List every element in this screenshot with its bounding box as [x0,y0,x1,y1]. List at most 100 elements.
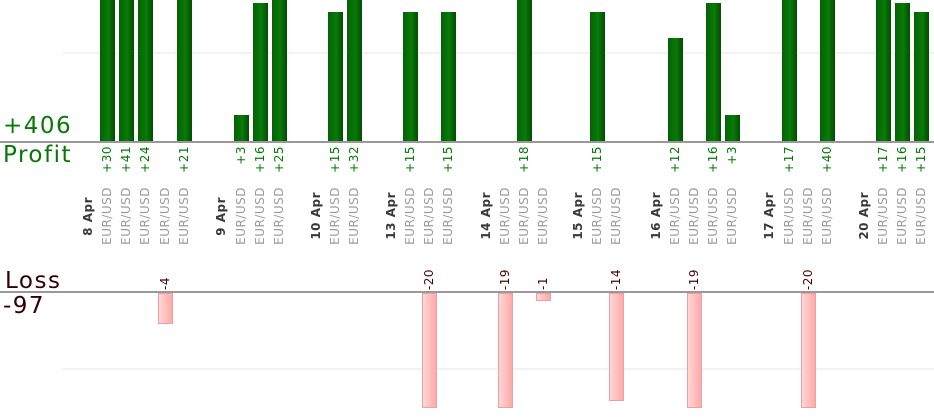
profit-value-label: +15 [403,146,417,173]
profit-value-slot: +3 [234,146,249,165]
symbol-label-slot: EUR/USD [401,185,420,247]
symbol-label-slot: EUR/USD [117,185,136,247]
profit-total: +406 [3,113,73,139]
date-label-slot: 15 Apr [569,185,588,247]
symbol-label-slot: EUR/USD [420,185,439,247]
loss-value-slot: -20 [422,269,437,290]
date-label: 13 Apr [383,192,398,240]
profit-axis-label: Profit [3,142,72,168]
profit-value-label: +12 [667,146,682,173]
loss-value-slot: -4 [158,277,173,290]
loss-bar [536,293,552,301]
loss-bar [498,293,513,408]
date-label-slot: 14 Apr [477,185,496,247]
profit-bar [100,0,115,141]
symbol-label-slot: EUR/USD [799,185,818,247]
profit-value-label: +15 [914,146,929,173]
profit-value-label: +24 [138,146,153,173]
profit-gridline [63,52,934,54]
date-label: 9 Apr [214,196,229,236]
symbol-label: EUR/USD [157,187,172,245]
profit-value-slot: +12 [668,146,683,173]
profit-value-slot: +3 [725,146,740,165]
symbol-label: EUR/USD [517,187,532,245]
loss-value-label: -19 [498,268,512,290]
profit-value-slot: +17 [876,146,891,173]
profit-value-label: +32 [347,146,362,173]
date-label-slot: 8 Apr [79,185,98,247]
symbol-label-slot: EUR/USD [723,185,742,247]
profit-value-label: +40 [819,146,834,173]
profit-value-slot: +21 [177,146,192,173]
loss-bar [800,293,816,408]
profit-value-slot: +16 [895,146,910,173]
loss-value-slot: -1 [536,277,551,290]
profit-value-slot: +18 [517,146,532,173]
symbol-label-slot: EUR/USD [175,185,194,247]
loss-bar [157,293,173,324]
profit-value-label: +17 [781,146,796,173]
profit-value-slot: +24 [138,146,153,173]
symbol-label: EUR/USD [914,187,929,245]
date-label: 17 Apr [762,192,777,240]
loss-value-slot: -19 [498,269,513,290]
loss-value-slot: -14 [609,269,624,290]
profit-value-label: +16 [895,146,910,173]
symbol-label-slot: EUR/USD [345,185,364,247]
loss-value-slot: -19 [687,269,702,290]
profit-bar [706,3,722,141]
symbol-label-slot: EUR/USD [780,185,799,247]
profit-value-slot: +15 [328,146,343,173]
profit-value-slot: +15 [403,146,418,173]
profit-bar [403,12,418,141]
profit-axis-line [0,141,934,143]
symbol-label: EUR/USD [895,187,910,245]
symbol-label-slot: EUR/USD [136,185,155,247]
symbol-label: EUR/USD [590,187,604,245]
profit-bar [876,0,891,141]
symbol-label-slot: EUR/USD [666,185,685,247]
profit-value-slot: +40 [820,146,835,173]
symbol-label-slot: EUR/USD [893,185,912,247]
loss-value-slot: -20 [801,269,816,290]
symbol-label-slot: EUR/USD [704,185,723,247]
symbol-label-slot: EUR/USD [588,185,607,247]
symbol-label-slot: EUR/USD [685,185,704,247]
loss-value-label: -4 [157,277,172,290]
symbol-label-slot: EUR/USD [818,185,837,247]
profit-value-slot: +16 [253,146,268,173]
profit-value-label: +3 [233,146,248,165]
profit-value-label: +21 [176,146,191,173]
loss-axis-line [0,291,934,293]
symbol-label: EUR/USD [536,187,551,245]
symbol-label: EUR/USD [271,187,286,245]
symbol-label: EUR/USD [781,187,796,245]
symbol-label: EUR/USD [706,187,721,245]
profit-bar [271,0,287,141]
symbol-label: EUR/USD [347,187,362,245]
symbol-label-slot: EUR/USD [270,185,289,247]
loss-value-label: -20 [800,268,815,290]
profit-value-slot: +25 [272,146,287,173]
date-label-slot: 20 Apr [855,185,874,247]
date-label: 8 Apr [80,196,95,236]
profit-value-label: +30 [100,146,114,173]
profit-bar [176,0,192,141]
profit-bar [590,12,605,141]
symbol-label: EUR/USD [100,187,114,245]
symbol-label: EUR/USD [876,187,890,245]
loss-bar [686,293,702,408]
profit-value-slot: +41 [119,146,134,173]
profit-value-label: +16 [252,146,267,173]
date-label: 20 Apr [856,192,871,240]
loss-value-label: -14 [609,268,624,290]
date-label-slot: 9 Apr [212,185,231,247]
symbol-label-slot: EUR/USD [515,185,534,247]
date-label: 10 Apr [308,192,323,240]
symbol-label: EUR/USD [800,187,815,245]
loss-axis-label: Loss [5,268,62,294]
symbol-label: EUR/USD [252,187,267,245]
symbol-label: EUR/USD [403,187,417,245]
loss-value-label: -19 [686,268,701,290]
loss-bar [422,293,438,408]
